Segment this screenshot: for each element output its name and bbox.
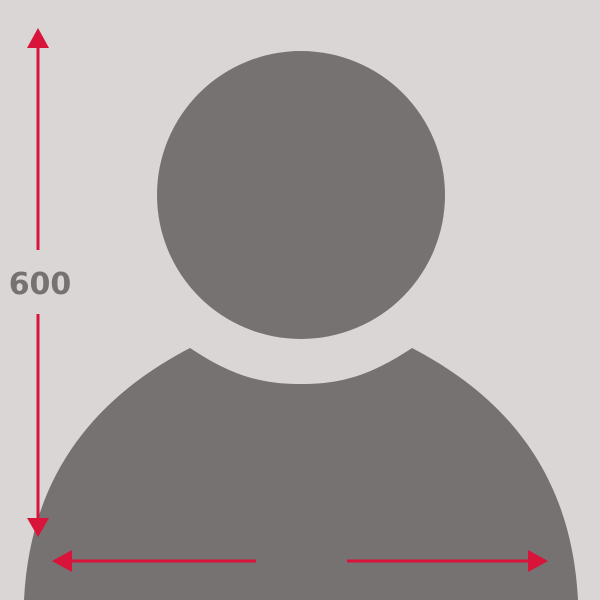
width-label: 600	[271, 546, 334, 581]
arrow-down-icon	[27, 518, 49, 537]
height-dimension: 600	[9, 28, 72, 537]
arrow-right-icon	[528, 550, 548, 572]
arrow-left-icon	[52, 550, 72, 572]
arrow-up-icon	[27, 28, 49, 48]
silhouette-head	[157, 51, 445, 339]
width-dimension: 600	[52, 546, 548, 581]
height-label: 600	[9, 267, 72, 302]
person-silhouette-icon	[24, 51, 578, 600]
silhouette-body	[24, 348, 578, 600]
